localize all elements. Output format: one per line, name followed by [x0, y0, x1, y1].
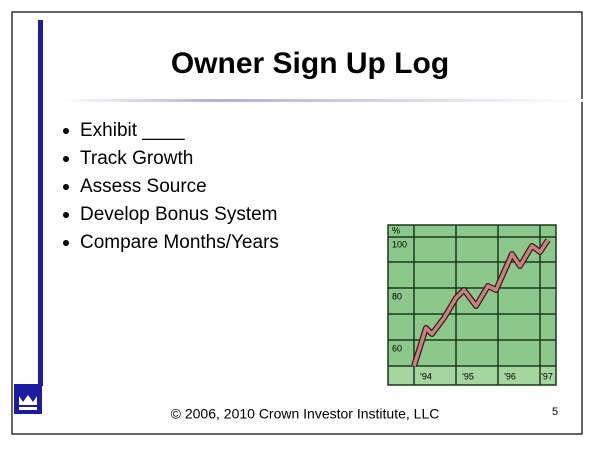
clipart-chart: % 100 80 60 '94 '95 '96 '97: [387, 224, 557, 386]
bullet-text: Compare Months/Years: [80, 232, 279, 253]
x-label: '96: [504, 371, 516, 381]
footer: © 2006, 2010 Crown Investor Institute, L…: [171, 406, 440, 422]
bullet-dot: [63, 240, 69, 246]
bullet-dot: [63, 156, 69, 162]
slide-title: Owner Sign Up Log: [171, 47, 449, 80]
bullet-text: Track Growth: [80, 148, 193, 169]
crown-logo: [14, 384, 42, 414]
bullet-text: Develop Bonus System: [80, 204, 278, 225]
x-label: '95: [462, 371, 474, 381]
bullet-list: Exhibit ____ Track Growth Assess Source Dev…: [63, 120, 279, 253]
y-label: 80: [392, 291, 402, 301]
bullet-text: Assess Source: [80, 176, 207, 197]
crown: [19, 395, 37, 405]
y-label: 100: [392, 239, 407, 249]
x-label: '94: [420, 371, 432, 381]
bullet-dot: [63, 128, 69, 134]
bullet-text: Exhibit ____: [80, 120, 185, 141]
unit-label: %: [392, 225, 400, 235]
x-label: '97: [541, 371, 553, 381]
bullet-dot: [63, 184, 69, 190]
chart-axis-strip: [389, 366, 555, 384]
crown-base: [19, 407, 37, 410]
accent-bar: [38, 20, 43, 386]
y-label: 60: [392, 343, 402, 353]
bullet-dot: [63, 212, 69, 218]
trend-line: [412, 239, 550, 367]
title-underline: [60, 99, 585, 102]
page-number: 5: [552, 406, 558, 418]
